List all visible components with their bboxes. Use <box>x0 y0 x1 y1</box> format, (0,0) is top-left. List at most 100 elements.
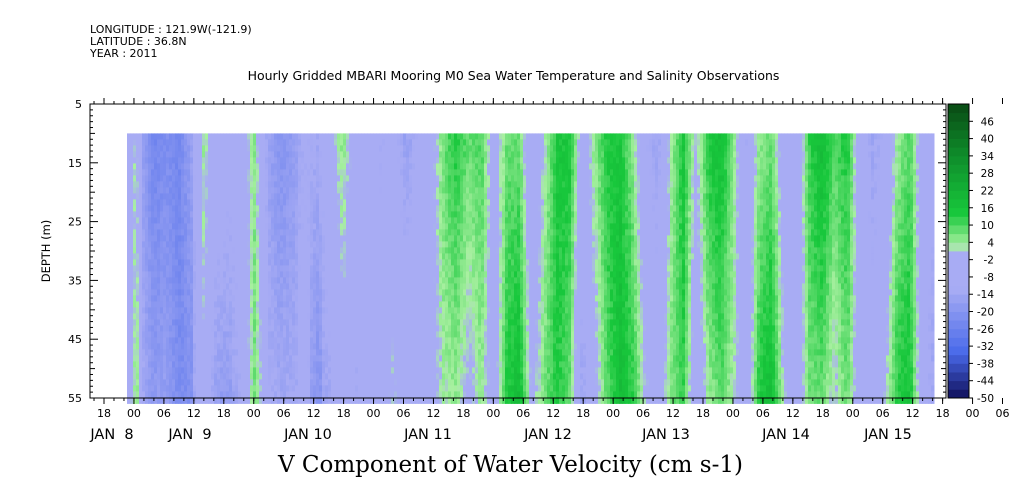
heatmap-cell <box>175 313 179 320</box>
heatmap-cell <box>388 379 392 386</box>
heatmap-cell <box>241 289 245 296</box>
heatmap-cell <box>244 301 248 308</box>
heatmap-cell <box>391 199 395 206</box>
heatmap-cell <box>403 193 407 200</box>
heatmap-cell <box>244 337 248 344</box>
heatmap-cell <box>346 241 350 248</box>
heatmap-cell <box>436 163 440 170</box>
heatmap-cell <box>265 241 269 248</box>
heatmap-cell <box>352 247 356 254</box>
heatmap-cell <box>136 343 140 350</box>
heatmap-cell <box>157 271 161 278</box>
heatmap-cell <box>193 373 197 380</box>
heatmap-cell <box>247 343 251 350</box>
heatmap-cell <box>412 307 416 314</box>
heatmap-cell <box>343 307 347 314</box>
heatmap-cell <box>355 337 359 344</box>
heatmap-cell <box>148 151 152 158</box>
heatmap-cell <box>211 265 215 272</box>
heatmap-cell <box>268 337 272 344</box>
heatmap-cell <box>448 199 452 206</box>
heatmap-cell <box>172 241 176 248</box>
heatmap-cell <box>457 325 461 332</box>
heatmap-cell <box>364 187 368 194</box>
heatmap-cell <box>148 307 152 314</box>
heatmap-cell <box>370 319 374 326</box>
heatmap-cell <box>283 283 287 290</box>
heatmap-cell <box>181 169 185 176</box>
heatmap-cell <box>277 301 281 308</box>
heatmap-cell <box>187 295 191 302</box>
heatmap-cell <box>364 133 368 140</box>
heatmap-cell <box>280 313 284 320</box>
heatmap-cell <box>271 319 275 326</box>
heatmap-cell <box>244 283 248 290</box>
heatmap-cell <box>454 331 458 338</box>
heatmap-cell <box>283 229 287 236</box>
heatmap-cell <box>442 235 446 242</box>
heatmap-cell <box>289 343 293 350</box>
heatmap-cell <box>370 283 374 290</box>
heatmap-cell <box>154 193 158 200</box>
heatmap-cell <box>307 151 311 158</box>
heatmap-cell <box>235 223 239 230</box>
heatmap-cell <box>268 277 272 284</box>
heatmap-cell <box>178 301 182 308</box>
heatmap-cell <box>319 271 323 278</box>
heatmap-cell <box>445 181 449 188</box>
heatmap-cell <box>418 271 422 278</box>
heatmap-cell <box>310 175 314 182</box>
heatmap-cell <box>250 139 254 146</box>
heatmap-cell <box>184 211 188 218</box>
heatmap-cell <box>337 199 341 206</box>
heatmap-cell <box>361 391 365 398</box>
heatmap-cell <box>304 247 308 254</box>
heatmap-cell <box>283 217 287 224</box>
heatmap-cell <box>292 319 296 326</box>
heatmap-cell <box>349 247 353 254</box>
heatmap-cell <box>337 307 341 314</box>
heatmap-cell <box>295 313 299 320</box>
heatmap-cell <box>229 355 233 362</box>
heatmap-cell <box>322 229 326 236</box>
heatmap-cell <box>253 391 257 398</box>
heatmap-cell <box>163 217 167 224</box>
heatmap-cell <box>376 223 380 230</box>
heatmap-cell <box>430 247 434 254</box>
heatmap-cell <box>136 373 140 380</box>
heatmap-cell <box>439 163 443 170</box>
heatmap-cell <box>193 385 197 392</box>
heatmap-cell <box>136 295 140 302</box>
heatmap-cell <box>172 229 176 236</box>
heatmap-cell <box>409 157 413 164</box>
heatmap-cell <box>445 145 449 152</box>
heatmap-cell <box>418 211 422 218</box>
heatmap-cell <box>316 181 320 188</box>
heatmap-cell <box>349 151 353 158</box>
heatmap-cell <box>340 277 344 284</box>
heatmap-cell <box>409 133 413 140</box>
heatmap-cell <box>322 355 326 362</box>
heatmap-cell <box>139 151 143 158</box>
heatmap-cell <box>196 187 200 194</box>
heatmap-cell <box>427 199 431 206</box>
heatmap-cell <box>157 253 161 260</box>
heatmap-cell <box>268 307 272 314</box>
heatmap-cell <box>220 379 224 386</box>
heatmap-cell <box>391 235 395 242</box>
heatmap-cell <box>385 313 389 320</box>
heatmap-cell <box>202 157 206 164</box>
heatmap-cell <box>442 391 446 398</box>
heatmap-cell <box>139 133 143 140</box>
heatmap-cell <box>361 163 365 170</box>
heatmap-cell <box>370 325 374 332</box>
heatmap-cell <box>211 139 215 146</box>
heatmap-cell <box>427 391 431 398</box>
heatmap-cell <box>256 253 260 260</box>
heatmap-cell <box>430 277 434 284</box>
heatmap-cell <box>181 247 185 254</box>
heatmap-cell <box>220 145 224 152</box>
heatmap-cell <box>385 139 389 146</box>
heatmap-cell <box>295 271 299 278</box>
heatmap-cell <box>370 145 374 152</box>
